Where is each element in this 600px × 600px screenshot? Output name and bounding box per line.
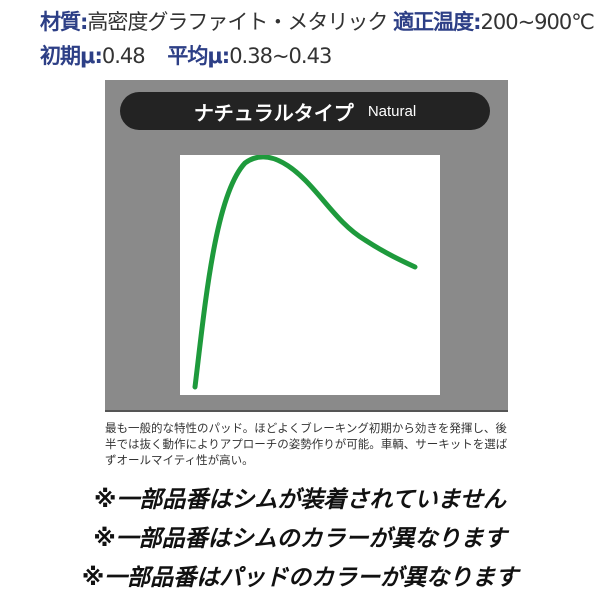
characteristic-panel: ナチュラルタイプ Natural	[105, 80, 508, 412]
note-pad-color: ※一部品番はパッドのカラーが異なります	[81, 565, 519, 591]
spec-line-material: 材質:高密度グラファイト・メタリック 適正温度:200~900℃	[40, 6, 595, 36]
temperature-value: 200~900℃	[480, 10, 595, 34]
initial-mu-value: 0.48	[101, 44, 146, 68]
friction-curve	[192, 154, 418, 390]
note-shim-missing: ※一部品番はシムが装着されていません	[94, 487, 506, 513]
material-label: 材質:	[40, 10, 88, 34]
average-mu-value: 0.38~0.43	[229, 44, 332, 68]
material-value: 高密度グラファイト・メタリック	[87, 10, 388, 34]
type-title-jp: ナチュラルタイプ	[193, 100, 354, 125]
average-mu-label: 平均μ:	[167, 44, 230, 68]
type-header: ナチュラルタイプ Natural	[120, 92, 490, 130]
description-text: 最も一般的な特性のパッド。ほどよくブレーキング初期から効きを発揮し、後半では抜く…	[105, 421, 508, 467]
temperature-label: 適正温度:	[393, 10, 481, 34]
spec-line-friction: 初期μ:0.48 平均μ:0.38~0.43	[40, 40, 332, 70]
note-shim-color: ※一部品番はシムのカラーが異なります	[93, 526, 507, 552]
friction-curve-chart	[180, 154, 440, 395]
type-title-en: Natural	[367, 102, 417, 120]
initial-mu-label: 初期μ:	[40, 44, 103, 68]
